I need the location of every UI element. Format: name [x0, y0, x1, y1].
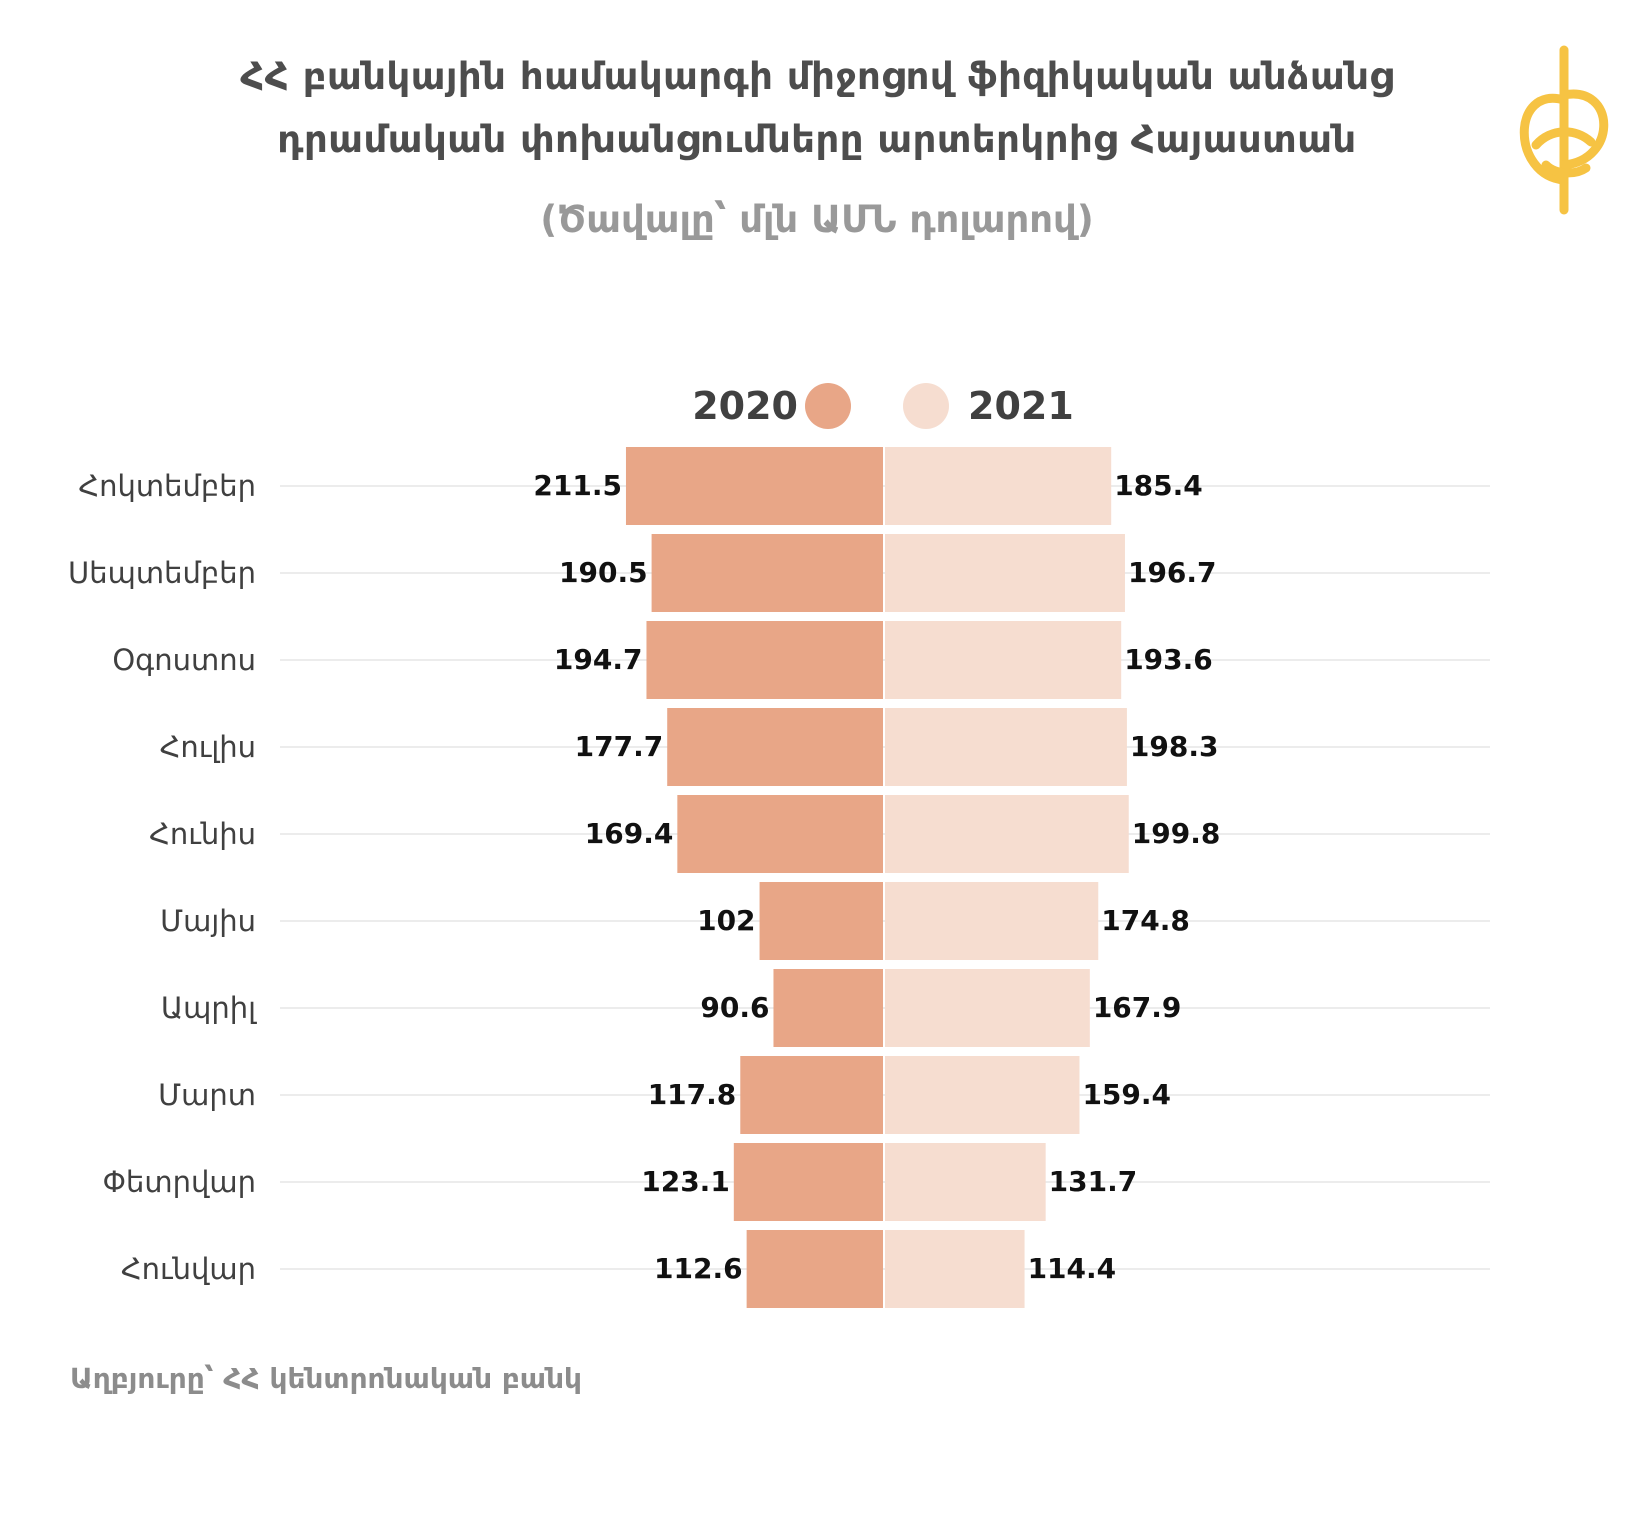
bar-2021 [885, 969, 1090, 1047]
data-label-2020: 169.4 [585, 817, 674, 850]
category-label: Օգոստոս [112, 643, 256, 677]
bar-2020 [740, 1056, 883, 1134]
data-label-2020: 194.7 [554, 643, 643, 676]
data-label-2020: 90.6 [700, 991, 769, 1024]
data-label-2021: 167.9 [1093, 991, 1182, 1024]
source-note: Աղբյուրը՝ ՀՀ կենտրոնական բանկ [70, 1362, 583, 1395]
bar-2021 [885, 1056, 1080, 1134]
bar-2020 [646, 621, 883, 699]
data-label-2021: 199.8 [1132, 817, 1221, 850]
category-label: Մայիս [160, 904, 256, 938]
category-label: Հոկտեմբեր [78, 469, 256, 503]
bar-2020 [733, 1143, 883, 1221]
category-label: Հունվար [121, 1252, 256, 1286]
data-label-2021: 185.4 [1114, 469, 1203, 502]
chart-title-line-2: դրամական փոխանցումները արտերկրից Հայաստա… [277, 118, 1357, 161]
chart-subtitle: (Ծավալը՝ մլն ԱՄՆ դոլարով) [540, 198, 1094, 241]
bar-2020 [625, 447, 883, 525]
bar-2021 [885, 882, 1099, 960]
data-label-2021: 131.7 [1049, 1165, 1138, 1198]
bar-2020 [667, 708, 883, 786]
bar-2020 [746, 1230, 883, 1308]
data-label-2020: 102 [697, 904, 755, 937]
category-label: Հունիս [149, 817, 256, 851]
data-label-2021: 174.8 [1101, 904, 1190, 937]
legend-swatch-2020 [805, 383, 851, 429]
category-label: Ապրիլ [161, 991, 257, 1025]
bar-2021 [885, 1143, 1046, 1221]
data-label-2020: 190.5 [559, 556, 648, 589]
legend-label-2020: 2020 [692, 384, 798, 428]
legend-swatch-2021 [903, 383, 949, 429]
data-label-2020: 112.6 [654, 1252, 743, 1285]
bar-2021 [885, 708, 1127, 786]
data-label-2021: 196.7 [1128, 556, 1217, 589]
data-label-2021: 159.4 [1082, 1078, 1171, 1111]
bar-2020 [651, 534, 883, 612]
bar-2020 [759, 882, 883, 960]
bar-2020 [677, 795, 883, 873]
bar-2021 [885, 1230, 1025, 1308]
data-label-2021: 193.6 [1124, 643, 1213, 676]
data-label-2021: 198.3 [1130, 730, 1219, 763]
pyramid-bar-chart: 2020 2021 Հոկտեմբեր 211.5 185.4 Սեպտեմբեր 190.… [68, 383, 1490, 1308]
category-label: Սեպտեմբեր [68, 556, 256, 590]
chart-title-line-1: ՀՀ բանկային համակարգի միջոցով ֆիզիկական … [240, 55, 1394, 98]
data-label-2020: 123.1 [641, 1165, 730, 1198]
logo-icon [1519, 45, 1609, 215]
bar-2021 [885, 534, 1125, 612]
data-label-2020: 211.5 [533, 469, 622, 502]
category-label: Փետրվար [102, 1165, 256, 1199]
bar-2020 [773, 969, 883, 1047]
category-label: Մարտ [158, 1078, 256, 1112]
bar-2021 [885, 447, 1112, 525]
data-label-2020: 117.8 [648, 1078, 737, 1111]
legend-label-2021: 2021 [968, 384, 1074, 428]
data-label-2021: 114.4 [1028, 1252, 1117, 1285]
bar-2021 [885, 795, 1129, 873]
data-label-2020: 177.7 [575, 730, 664, 763]
category-label: Հուլիս [160, 730, 256, 764]
bar-2021 [885, 621, 1122, 699]
